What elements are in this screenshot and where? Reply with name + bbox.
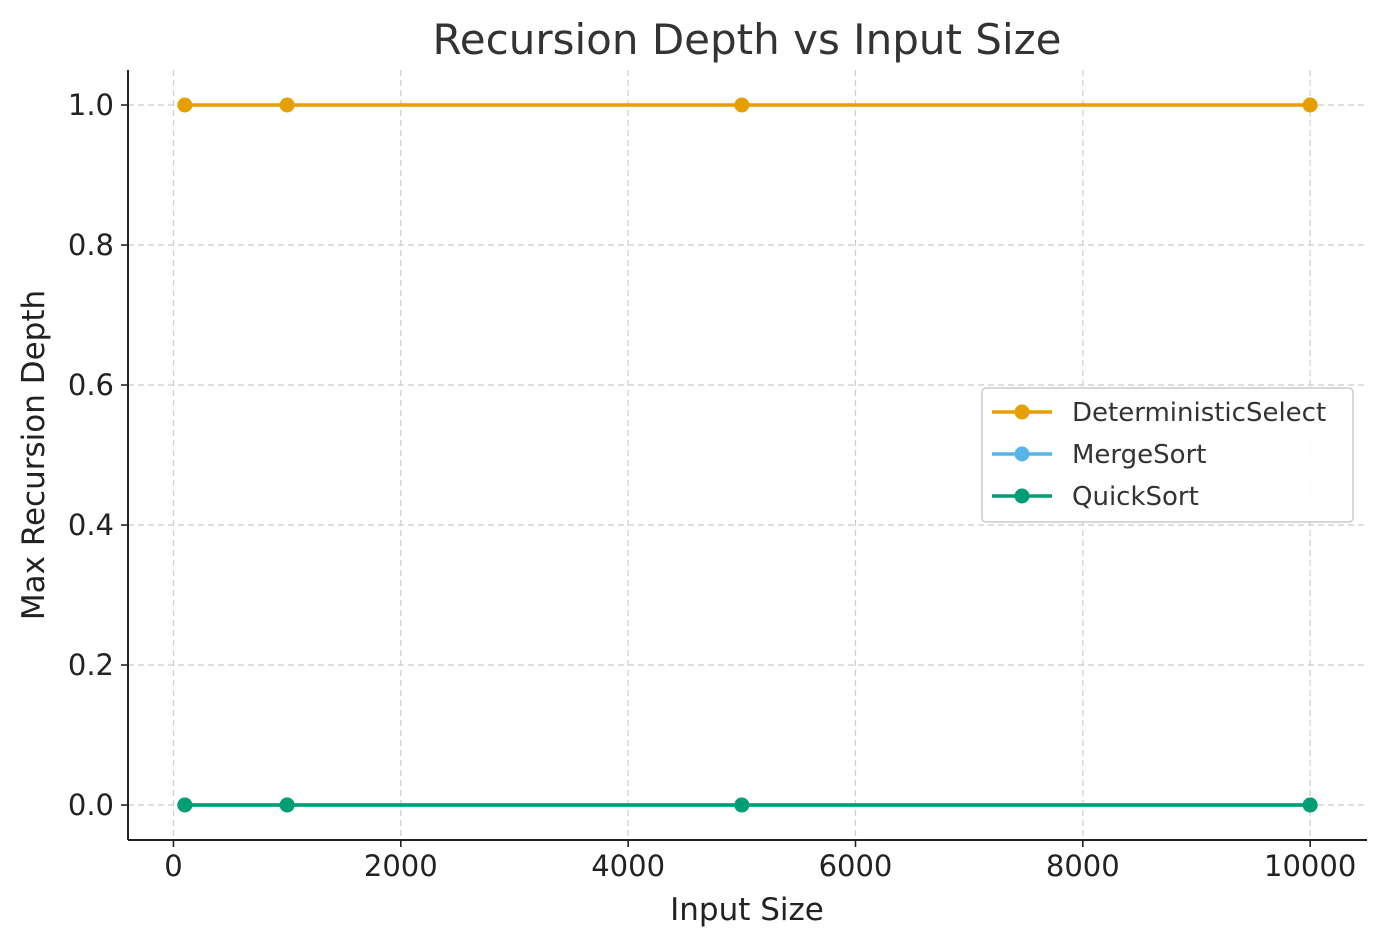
y-tick-label: 0.4 — [68, 508, 114, 542]
x-tick-label: 6000 — [819, 849, 893, 883]
legend: DeterministicSelect MergeSort QuickSort — [981, 387, 1354, 523]
y-tick-label: 0.8 — [68, 228, 114, 262]
legend-marker — [1014, 446, 1030, 462]
axes — [127, 70, 1367, 841]
data-point — [734, 97, 750, 113]
y-tick-label: 0.2 — [68, 648, 114, 682]
data-point — [279, 97, 295, 113]
legend-marker — [1014, 404, 1030, 420]
chart-title: Recursion Depth vs Input Size — [432, 15, 1061, 64]
data-point — [177, 97, 193, 113]
series-quicksort — [177, 797, 1318, 813]
y-tick-label: 0.6 — [68, 368, 114, 402]
legend-entry-quicksort: QuickSort — [992, 482, 1199, 512]
ticks: 0 2000 4000 6000 8000 10000 0.0 0.2 0.4 0.6 0.8 1.0 — [68, 88, 1356, 883]
data-point — [1302, 97, 1318, 113]
data-point — [177, 797, 193, 813]
legend-box — [981, 387, 1354, 523]
legend-label: MergeSort — [1072, 440, 1206, 470]
y-axis-label: Max Recursion Depth — [16, 290, 52, 620]
legend-entry-mergesort: MergeSort — [992, 440, 1206, 470]
series-layer — [177, 97, 1318, 813]
data-point — [279, 797, 295, 813]
legend-label: QuickSort — [1072, 482, 1199, 512]
x-tick-label: 2000 — [364, 849, 438, 883]
y-tick-label: 1.0 — [68, 88, 114, 122]
legend-entry-deterministicselect: DeterministicSelect — [992, 398, 1326, 428]
x-tick-label: 0 — [164, 849, 182, 883]
data-point — [1302, 797, 1318, 813]
x-tick-label: 10000 — [1264, 849, 1356, 883]
legend-marker — [1014, 488, 1030, 504]
x-axis-label: Input Size — [670, 892, 824, 928]
series-deterministicselect — [177, 97, 1318, 113]
y-tick-label: 0.0 — [68, 788, 114, 822]
x-tick-label: 8000 — [1046, 849, 1120, 883]
data-point — [734, 797, 750, 813]
x-tick-label: 4000 — [591, 849, 665, 883]
legend-label: DeterministicSelect — [1072, 398, 1326, 428]
